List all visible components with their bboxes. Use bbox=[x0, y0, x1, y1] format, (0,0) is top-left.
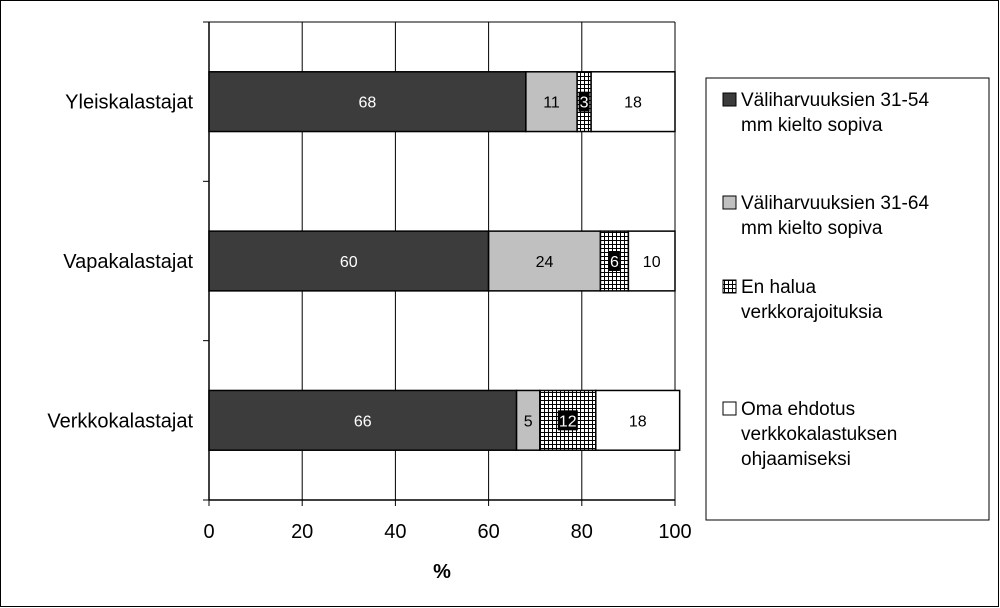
bar-value-label: 66 bbox=[354, 413, 372, 430]
legend-label: Väliharvuuksien 31-54 mm kielto sopiva bbox=[741, 90, 929, 136]
bar-value-label: 3 bbox=[580, 95, 589, 112]
bar-labels: 68 11 3 18 60 24 6 10 66 5 12 18 bbox=[340, 91, 661, 431]
bar-label-background bbox=[557, 410, 578, 431]
bar-value-label: 12 bbox=[559, 413, 577, 430]
legend-swatch bbox=[722, 92, 737, 107]
legend-label: En halua verkkorajoituksia bbox=[741, 277, 883, 323]
legend-label: Väliharvuuksien 31-64 mm kielto sopiva bbox=[741, 193, 929, 239]
bar-segment bbox=[595, 389, 681, 451]
category-label: Verkkokalastajat bbox=[47, 410, 193, 432]
legend-swatch bbox=[722, 195, 737, 210]
bar-segment bbox=[208, 230, 490, 292]
bar-value-label: 5 bbox=[524, 413, 533, 430]
bar-value-label: 6 bbox=[610, 254, 619, 271]
bar-value-label: 60 bbox=[340, 254, 358, 271]
x-tick-label: 20 bbox=[291, 521, 313, 543]
x-tick-label: 80 bbox=[571, 521, 593, 543]
bar-segment bbox=[487, 230, 602, 292]
x-axis-title: % bbox=[433, 561, 451, 583]
bar-value-label: 24 bbox=[536, 254, 554, 271]
x-tick-label: 60 bbox=[477, 521, 499, 543]
bar-value-label: 18 bbox=[629, 413, 647, 430]
x-tick-label: 0 bbox=[203, 521, 214, 543]
legend-box bbox=[705, 77, 990, 521]
category-labels: Yleiskalastajat Vapakalastajat Verkkokalas… bbox=[47, 92, 193, 433]
bar-label-background bbox=[578, 91, 590, 112]
tick-labels: 0 20 40 60 80 100 bbox=[203, 521, 691, 543]
bars bbox=[208, 71, 681, 451]
legend: Väliharvuuksien 31-54 mm kielto sopiva Väl… bbox=[705, 77, 990, 521]
bar-value-label: 10 bbox=[643, 254, 661, 271]
bar-segment bbox=[208, 71, 527, 133]
x-tick-label: 100 bbox=[658, 521, 691, 543]
legend-label: Oma ehdotus verkkokalastuksen ohjaamiseksi bbox=[741, 399, 897, 470]
bar-label-background bbox=[608, 251, 620, 271]
bar-segment bbox=[208, 389, 518, 451]
bar-segment bbox=[590, 71, 676, 133]
x-tick-label: 40 bbox=[384, 521, 406, 543]
category-label: Vapakalastajat bbox=[63, 251, 193, 273]
bar-value-label: 11 bbox=[543, 95, 560, 112]
bar-value-label: 68 bbox=[359, 95, 377, 112]
bar-segment bbox=[627, 230, 676, 292]
legend-swatch bbox=[722, 279, 737, 294]
category-label: Yleiskalastajat bbox=[65, 92, 193, 114]
bar-value-label: 18 bbox=[624, 95, 642, 112]
legend-swatch bbox=[722, 401, 737, 416]
